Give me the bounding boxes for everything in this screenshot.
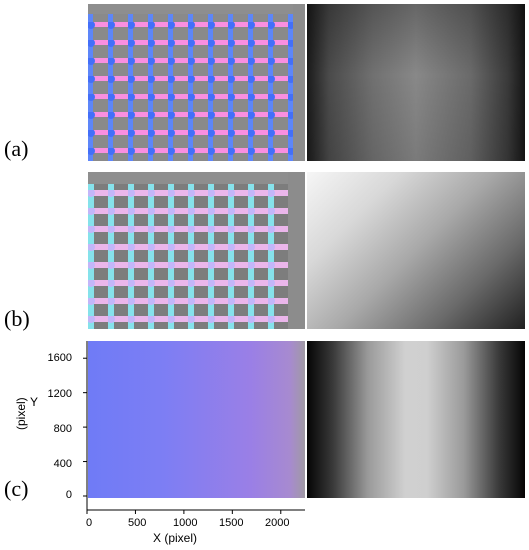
x-tick-label: 2000 [265, 517, 290, 529]
normal-map-b [88, 172, 305, 329]
x-axis-title: X (pixel) [153, 531, 198, 545]
depth-map-c [307, 341, 525, 498]
normal-map-a-svg [88, 4, 305, 161]
panel-label-a: (a) [4, 136, 29, 161]
y-axis-unit: (pixel) [14, 397, 28, 430]
x-tick-label: 0 [86, 517, 93, 529]
depth-map-b [307, 172, 525, 329]
normal-map-b-svg [88, 172, 305, 329]
x-tick-label: 1000 [173, 517, 198, 529]
normal-map-a [88, 4, 305, 161]
panel-label-b: (b) [4, 306, 30, 331]
y-tick-label: 1600 [47, 352, 72, 364]
x-tick-label: 1500 [219, 517, 244, 529]
y-tick-label: 1200 [47, 388, 72, 400]
y-tick-label: 800 [53, 423, 72, 435]
y-axis-title: Y [30, 395, 39, 409]
panel-label-c: (c) [4, 476, 29, 501]
y-tick-label: 400 [53, 458, 72, 470]
normal-map-c [88, 341, 305, 498]
y-tick-label: 0 [65, 489, 72, 501]
depth-map-a-vignette [307, 4, 525, 161]
x-tick-label: 500 [128, 517, 147, 529]
depth-map-a [307, 4, 525, 161]
